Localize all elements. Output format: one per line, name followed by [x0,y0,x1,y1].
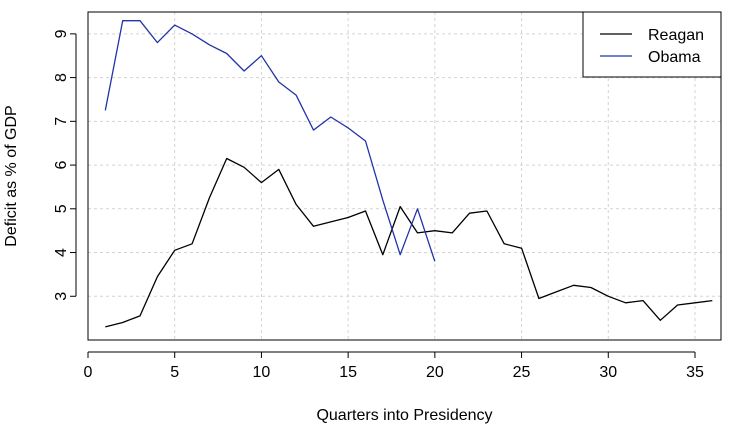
x-tick-label: 35 [686,364,704,381]
legend-label: Reagan [648,27,704,44]
x-tick-label: 5 [170,364,179,381]
legend: Reagan Obama [582,11,722,78]
y-tick-label: 8 [53,73,70,82]
legend-box [582,11,722,78]
x-tick-label: 0 [84,364,93,381]
y-tick-label: 6 [53,161,70,170]
x-tick-label: 30 [599,364,617,381]
y-tick-label: 4 [53,248,70,257]
x-tick-label: 10 [253,364,271,381]
axes: 0 5 10 15 20 25 30 35 3 4 5 6 7 8 9 [53,29,704,381]
series-line-obama [104,20,436,262]
x-tick-label: 15 [339,364,357,381]
x-axis-title: Quarters into Presidency [316,407,492,424]
legend-label: Obama [648,49,701,66]
y-tick-label: 7 [53,117,70,126]
y-tick-label: 5 [53,204,70,213]
series-line-reagan [105,157,713,328]
x-tick-label: 20 [426,364,444,381]
series-lines [104,20,713,328]
x-tick-label: 25 [513,364,531,381]
y-tick-label: 3 [53,292,70,301]
y-axis-title: Deficit as % of GDP [3,105,20,246]
y-tick-label: 9 [53,29,70,38]
plot-frame [87,11,722,341]
